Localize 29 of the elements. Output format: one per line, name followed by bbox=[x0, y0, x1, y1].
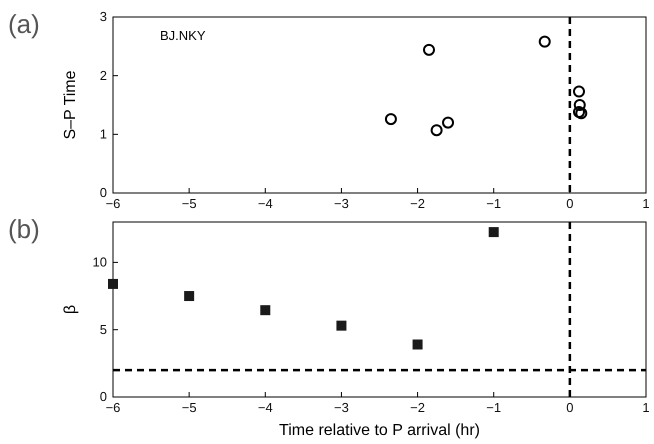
y-tick-label: 2 bbox=[100, 68, 107, 83]
y-axis-title: S–P Time bbox=[62, 70, 79, 140]
x-tick-label: −1 bbox=[486, 196, 502, 212]
chart-title: (a) bbox=[8, 9, 40, 39]
chart-title: (b) bbox=[8, 214, 40, 244]
x-tick-label: −4 bbox=[258, 400, 273, 416]
x-tick-label: −1 bbox=[486, 400, 502, 416]
y-tick-label: 0 bbox=[100, 389, 107, 404]
x-tick-label: 1 bbox=[642, 196, 650, 212]
x-tick-label: −4 bbox=[258, 196, 273, 212]
annotation: BJ.NKY bbox=[160, 28, 206, 43]
y-axis-title: β bbox=[62, 304, 79, 314]
x-tick-label: −5 bbox=[182, 400, 197, 416]
y-tick-label: 3 bbox=[100, 9, 107, 24]
x-tick-label: 0 bbox=[566, 400, 574, 416]
x-tick-label: −6 bbox=[106, 196, 120, 212]
x-axis-title: Time relative to P arrival (hr) bbox=[279, 422, 480, 439]
x-tick-label: −3 bbox=[334, 400, 349, 416]
x-tick-label: −5 bbox=[182, 196, 197, 212]
x-tick-label: −2 bbox=[410, 196, 425, 212]
x-tick-label: −6 bbox=[106, 400, 120, 416]
x-tick-label: 0 bbox=[566, 196, 574, 212]
x-tick-label: −3 bbox=[334, 196, 349, 212]
x-tick-label: −2 bbox=[410, 400, 425, 416]
x-tick-label: 1 bbox=[642, 400, 650, 416]
y-tick-label: 5 bbox=[100, 322, 107, 337]
y-tick-label: 10 bbox=[92, 254, 107, 270]
y-tick-label: 1 bbox=[100, 126, 107, 142]
y-tick-label: 0 bbox=[100, 185, 107, 200]
